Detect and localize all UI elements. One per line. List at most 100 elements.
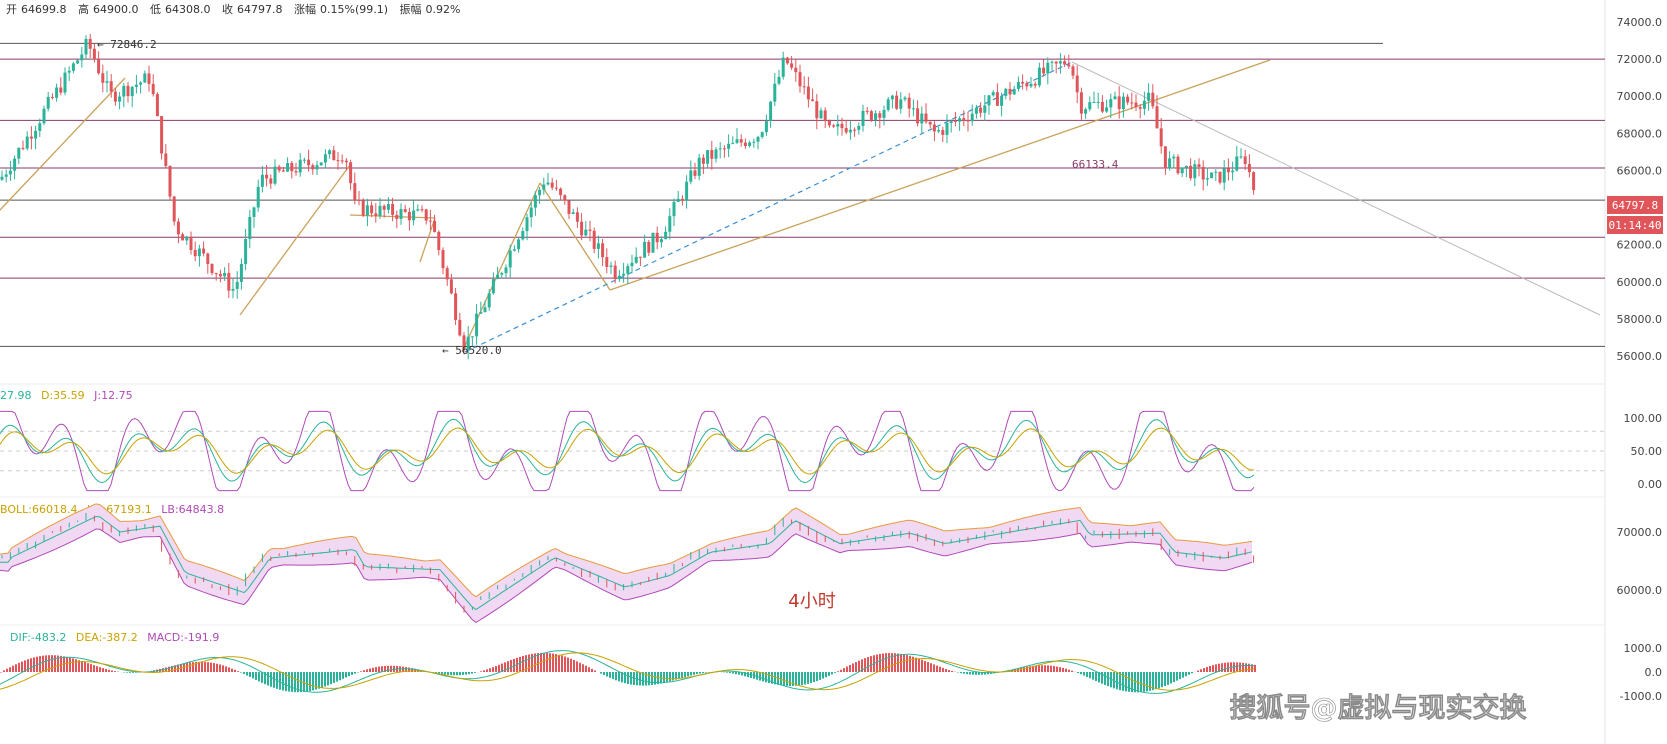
candle-body: [1075, 75, 1079, 93]
candle-body: [256, 186, 260, 208]
macd-bar: [219, 664, 221, 672]
candle-body: [1197, 164, 1201, 167]
price-tick-label: 58000.0: [1617, 313, 1663, 326]
macd-bar: [1038, 665, 1040, 672]
candle-body: [1176, 156, 1180, 174]
macd-bar: [1185, 672, 1187, 677]
candle-body: [223, 273, 227, 277]
macd-bar: [870, 656, 872, 672]
macd-bar: [102, 668, 104, 672]
candle-body: [958, 118, 962, 122]
macd-bar: [114, 671, 116, 672]
macd-bar: [303, 672, 305, 692]
macd-bar: [1134, 672, 1136, 693]
macd-bar: [825, 672, 827, 678]
macd-bar: [171, 665, 173, 672]
descending-trend-line: [1071, 61, 1601, 316]
kdj-grid: [0, 430, 1605, 472]
macd-bar: [837, 671, 839, 672]
candle-body: [764, 121, 768, 133]
macd-bar: [282, 672, 284, 691]
macd-bar: [267, 672, 269, 686]
macd-bar: [1065, 668, 1067, 672]
candle-body: [1172, 156, 1176, 159]
candle-body: [214, 273, 218, 275]
candle-body: [697, 157, 701, 176]
candle-body: [466, 336, 470, 350]
macd-bar: [762, 672, 764, 682]
candle-body: [1012, 88, 1016, 95]
candle-body: [76, 60, 80, 64]
kdj-k-line: [0, 418, 1255, 484]
countdown-text: 01:14:40: [1609, 219, 1662, 232]
candle-body: [1121, 96, 1125, 110]
candle-body: [1126, 96, 1130, 103]
candle-body: [1142, 100, 1146, 109]
candle-body: [323, 154, 327, 163]
macd-value: MACD:-191.9: [147, 631, 219, 644]
macd-bar: [1119, 672, 1121, 691]
candle-body: [584, 229, 588, 236]
candle-body: [874, 113, 878, 120]
candle-body: [17, 147, 21, 159]
candle-body: [298, 159, 302, 173]
macd-bar: [630, 672, 632, 685]
ohlc-header: 开 64699.8 高 64900.0 低 64308.0 收 64797.8 涨幅 0.…: [6, 2, 460, 16]
macd-bar: [930, 663, 932, 672]
candle-body: [953, 120, 957, 122]
candle-body: [416, 209, 420, 211]
macd-bar: [588, 667, 590, 672]
candle-body: [710, 150, 714, 159]
candle-body: [521, 231, 525, 240]
macd-bar: [960, 672, 962, 674]
macd-bar: [312, 672, 314, 691]
candle-body: [626, 266, 630, 274]
candle-body: [756, 136, 760, 142]
candle-body: [983, 105, 987, 113]
macd-bar: [681, 672, 683, 678]
candle-body: [168, 165, 172, 197]
macd-bar: [132, 672, 134, 673]
candle-body: [487, 293, 491, 308]
macd-bar: [789, 672, 791, 686]
macd-bar: [1098, 672, 1100, 683]
candle-body: [1054, 61, 1058, 64]
macd-bar: [1107, 672, 1109, 687]
candle-body: [1021, 82, 1025, 84]
macd-bar: [735, 672, 737, 675]
macd-bar: [624, 672, 626, 684]
candle-body: [571, 212, 575, 214]
macd-bar: [522, 655, 524, 672]
candle-body: [105, 81, 109, 83]
macd-bar: [831, 672, 833, 675]
candle-body: [1226, 168, 1230, 173]
macd-bar: [1146, 672, 1148, 692]
macd-bar: [408, 667, 410, 672]
macd-bar: [489, 668, 491, 672]
candle-body: [525, 217, 529, 232]
macd-bar: [1056, 666, 1058, 672]
macd-bar: [600, 672, 602, 674]
candle-body: [861, 110, 865, 126]
candle-body: [819, 110, 823, 119]
candle-body: [8, 170, 12, 175]
candle-body: [735, 139, 739, 143]
candle-body: [651, 232, 655, 253]
boll-lb: LB:64843.8: [161, 503, 224, 516]
candle-body: [739, 139, 743, 143]
candle-body: [529, 207, 533, 218]
candle-body: [424, 209, 428, 221]
macd-bar: [1089, 672, 1091, 679]
macd-bar: [360, 671, 362, 672]
macd-bar: [228, 667, 230, 672]
macd-bar: [810, 672, 812, 684]
macd-bar: [288, 672, 290, 692]
macd-bar: [111, 670, 113, 672]
candle-body: [412, 210, 416, 221]
candle-body: [244, 239, 248, 264]
macd-axis: 1000.0 0.0 -1000.0: [1620, 642, 1662, 703]
macd-bar: [108, 669, 110, 672]
macd-bar: [771, 672, 773, 684]
candle-body: [1134, 102, 1138, 108]
